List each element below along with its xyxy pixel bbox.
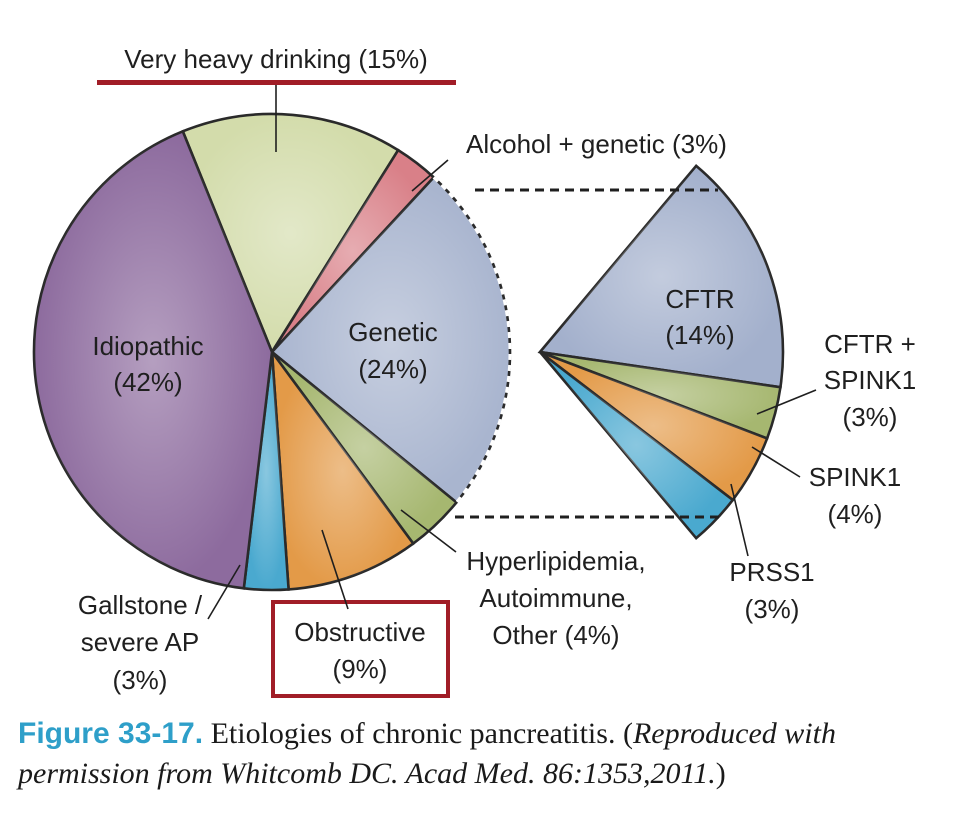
label-idiopathic: Idiopathic (92, 331, 203, 361)
main-slice-shade-very-heavy-drinking (182, 113, 399, 352)
label-cftr-pct: (14%) (665, 320, 734, 350)
figure-label: Figure 33-17. (18, 717, 204, 750)
figure-caption: Figure 33-17. Etiologies of chronic panc… (18, 714, 958, 794)
genetic-slice-shade-prss1 (540, 352, 733, 539)
main-slice-shade-gallstone-severe-ap (243, 352, 289, 591)
main-slice-shade-alcohol-genetic (272, 150, 434, 352)
label-obstructive-pct: (9%) (333, 654, 388, 684)
main-slice-shade-idiopathic (33, 131, 272, 589)
label-gallstone-line2: severe AP (81, 627, 200, 657)
genetic-slice-shade-cftr (540, 165, 783, 388)
leader-spink1 (751, 446, 801, 478)
main-pie (32, 112, 512, 592)
main-slice-shade-obstructive (272, 352, 414, 590)
label-genetic: Genetic (348, 317, 438, 347)
label-obstructive: Obstructive (294, 617, 426, 647)
label-cftr-spink1-line1: CFTR + (824, 329, 916, 359)
caption-citation: Reproduced with permission from Whitcomb… (18, 717, 836, 790)
label-alcohol-genetic: Alcohol + genetic (3%) (466, 129, 727, 159)
label-idiopathic-pct: (42%) (113, 367, 182, 397)
genetic-slice-dashed-edge (432, 176, 512, 504)
leader-prss1 (730, 483, 749, 557)
leader-cftr-spink1 (756, 389, 817, 415)
label-hyperlipidemia-line3: Other (4%) (492, 620, 619, 650)
caption-text: Etiologies of chronic pancreatitis. ( (203, 717, 633, 750)
pie-figure: Very heavy drinking (15%) Alcohol + gene… (32, 44, 917, 698)
label-hyperlipidemia-line2: Autoimmune, (479, 583, 632, 613)
label-gallstone-line3: (3%) (113, 665, 168, 695)
label-cftr: CFTR (665, 284, 734, 314)
label-genetic-pct: (24%) (358, 354, 427, 384)
leader-obstructive (321, 529, 349, 610)
label-gallstone-line1: Gallstone / (78, 590, 203, 620)
genetic-breakdown-pie (537, 164, 785, 540)
label-hyperlipidemia-line1: Hyperlipidemia, (466, 546, 645, 576)
label-spink1-pct: (4%) (828, 499, 883, 529)
caption-end: ) (715, 757, 726, 790)
label-cftr-spink1-line3: (3%) (843, 402, 898, 432)
main-slice-shade-hyperlipidemia-autoimmune-other (272, 352, 457, 544)
obstructive-highlight-box (271, 600, 450, 698)
leader-alcohol-genetic (411, 159, 449, 192)
label-spink1: SPINK1 (809, 462, 902, 492)
label-prss1-pct: (3%) (745, 594, 800, 624)
leader-hyperlipidemia (400, 509, 457, 553)
leader-gallstone (207, 564, 241, 620)
label-prss1: PRSS1 (729, 557, 814, 587)
label-heavy-drinking: Very heavy drinking (15%) (124, 44, 427, 74)
highlight-underline (97, 80, 456, 85)
main-slice-shade-genetic (272, 177, 511, 503)
label-cftr-spink1-line2: SPINK1 (824, 365, 917, 395)
genetic-slice-shade-spink1 (540, 352, 768, 500)
